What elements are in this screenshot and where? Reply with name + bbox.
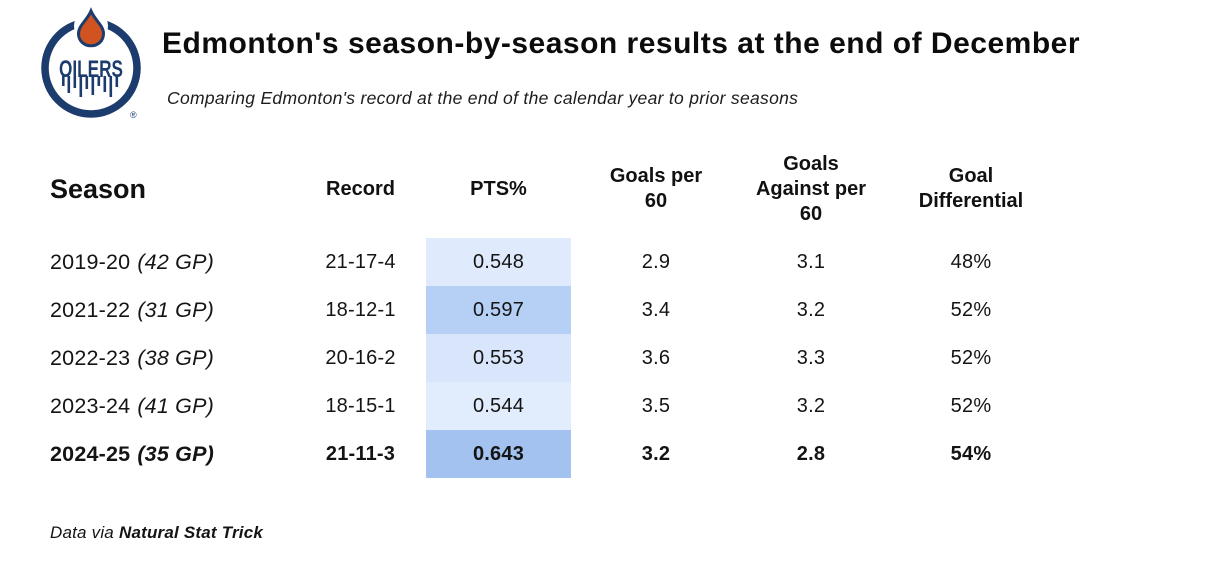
oilers-logo: OILERS ®	[41, 7, 141, 120]
goals-per-60-cell: 3.2	[641, 442, 671, 465]
season-games-played: (31 GP)	[137, 297, 214, 322]
goal-differential-cell: 52%	[950, 394, 992, 417]
season-cell: 2022-23 (38 GP)	[50, 334, 295, 382]
column-header-season: Season	[50, 173, 147, 204]
page-title: Edmonton's season-by-season results at t…	[162, 27, 1081, 60]
column-header-record: Record	[326, 177, 395, 200]
goals-against-per-60-cell: 3.1	[796, 250, 826, 273]
pts-cell: 0.597	[426, 286, 571, 334]
season-games-played: (41 GP)	[137, 393, 214, 418]
column-header-goals-per-60-label: Goals per 60	[609, 165, 703, 212]
goal-differential-cell: 54%	[950, 442, 992, 465]
pts-highlight: 0.548	[426, 238, 571, 286]
goals-per-60-cell: 3.6	[641, 346, 671, 369]
pts-highlight: 0.553	[426, 334, 571, 382]
season-year: 2022-23	[50, 345, 131, 370]
season-cell: 2023-24 (41 GP)	[50, 382, 295, 430]
logo-drips	[62, 76, 119, 97]
pts-cell: 0.643	[426, 430, 571, 478]
record-cell: 20-16-2	[325, 346, 396, 369]
goals-per-60-cell: 3.4	[641, 298, 671, 321]
season-games-played: (42 GP)	[137, 249, 214, 274]
record-cell: 21-17-4	[325, 250, 396, 273]
record-cell: 18-12-1	[325, 298, 396, 321]
oil-drop-icon	[76, 7, 106, 48]
goals-per-60-cell: 2.9	[641, 250, 671, 273]
pts-highlight: 0.597	[426, 286, 571, 334]
source-name: Natural Stat Trick	[118, 523, 264, 542]
season-cell: 2024-25 (35 GP)	[50, 430, 295, 478]
goals-against-per-60-cell: 3.2	[796, 298, 826, 321]
season-year: 2019-20	[50, 249, 131, 274]
column-header-goal-differential-label: Goal Differential	[918, 165, 1024, 212]
season-games-played: (38 GP)	[137, 345, 214, 370]
season-cell: 2021-22 (31 GP)	[50, 286, 295, 334]
registered-mark: ®	[130, 110, 137, 120]
goals-against-per-60-cell: 3.3	[796, 346, 826, 369]
goals-per-60-cell: 3.5	[641, 394, 671, 417]
column-header-goals-against-per-60-label: Goals Against per 60	[755, 152, 867, 225]
data-source-note: Data via Natural Stat Trick	[50, 523, 263, 543]
season-year: 2024-25	[50, 441, 131, 466]
column-header-goal-differential: Goal Differential	[881, 150, 1061, 228]
season-games-played: (35 GP)	[137, 441, 214, 466]
pts-cell: 0.553	[426, 334, 571, 382]
pts-cell: 0.544	[426, 382, 571, 430]
season-year: 2021-22	[50, 297, 131, 322]
column-header-goals-against-per-60: Goals Against per 60	[741, 150, 881, 228]
record-cell: 18-15-1	[325, 394, 396, 417]
goal-differential-cell: 48%	[950, 250, 992, 273]
season-results-table: Season Record PTS% Goals per 60 Goals Ag…	[50, 150, 1061, 478]
goal-differential-cell: 52%	[950, 298, 992, 321]
column-header-goals-per-60: Goals per 60	[571, 150, 741, 228]
season-cell: 2019-20 (42 GP)	[50, 238, 295, 286]
goals-against-per-60-cell: 3.2	[796, 394, 826, 417]
column-header-pts: PTS%	[470, 177, 527, 200]
goals-against-per-60-cell: 2.8	[796, 442, 826, 465]
source-prefix: Data via	[50, 523, 114, 542]
page-subtitle: Comparing Edmonton's record at the end o…	[167, 88, 799, 108]
goal-differential-cell: 52%	[950, 346, 992, 369]
pts-cell: 0.548	[426, 238, 571, 286]
record-cell: 21-11-3	[325, 442, 396, 465]
pts-highlight: 0.643	[426, 430, 571, 478]
pts-highlight: 0.544	[426, 382, 571, 430]
season-year: 2023-24	[50, 393, 131, 418]
